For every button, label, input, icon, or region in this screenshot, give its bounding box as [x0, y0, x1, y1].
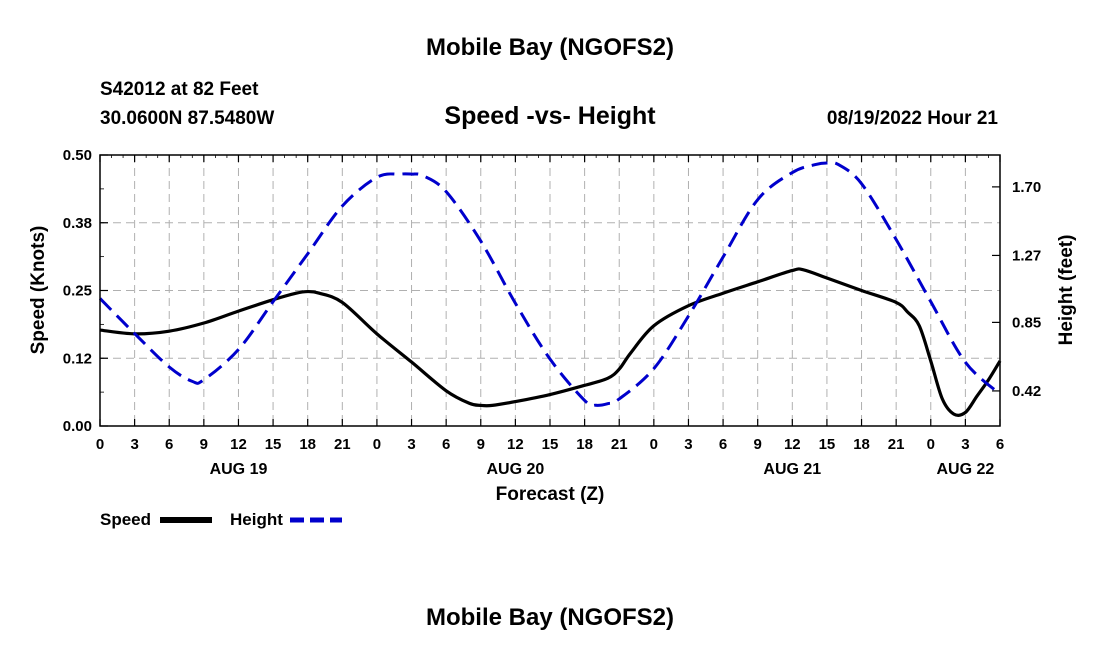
x-tick-label: 12: [784, 436, 801, 453]
grid-lines: [100, 155, 1000, 426]
x-tick-label: 18: [576, 436, 593, 453]
x-tick-label: 9: [200, 436, 208, 453]
x-tick-label: 9: [477, 436, 485, 453]
chart-subtitle: Speed -vs- Height: [444, 102, 656, 130]
footer-title: Mobile Bay (NGOFS2): [426, 604, 674, 631]
y-tick-label: 0.38: [63, 215, 92, 232]
x-tick-label: 0: [927, 436, 935, 453]
legend: Speed Height: [100, 510, 342, 529]
series-line-height: [98, 160, 1002, 408]
legend-height-label: Height: [230, 510, 283, 529]
y2-tick-label: 0.42: [1012, 383, 1041, 400]
x-tick-label: 3: [130, 436, 138, 453]
x-date-label: AUG 22: [936, 461, 994, 478]
y-tick-label: 0.25: [63, 283, 92, 300]
tick-labels: 0 3 6 9 12 15 18 21 0 3 6 9 12 15 18 21 0 3 6 9 12 15 18 21 0 3 6A…: [63, 147, 1041, 478]
y2-tick-label: 1.70: [1012, 179, 1041, 196]
series-layer: [98, 160, 1002, 417]
x-tick-label: 0: [650, 436, 658, 453]
y-tick-label: 0.12: [63, 350, 92, 367]
y2-axis-label: Height (feet): [1056, 235, 1077, 346]
x-tick-label: 0: [96, 436, 104, 453]
x-tick-label: 0: [373, 436, 381, 453]
forecast-datetime: 08/19/2022 Hour 21: [827, 108, 999, 129]
x-tick-label: 6: [996, 436, 1004, 453]
x-tick-label: 3: [961, 436, 969, 453]
x-tick-label: 12: [230, 436, 247, 453]
x-date-label: AUG 21: [763, 461, 821, 478]
y2-tick-label: 1.27: [1012, 247, 1041, 264]
x-tick-label: 15: [542, 436, 559, 453]
y-tick-label: 0.00: [63, 418, 92, 435]
x-date-label: AUG 19: [210, 461, 268, 478]
x-tick-label: 18: [299, 436, 316, 453]
x-tick-label: 21: [334, 436, 351, 453]
x-axis-label: Forecast (Z): [496, 484, 605, 505]
chart-title: Mobile Bay (NGOFS2): [426, 34, 674, 61]
x-tick-label: 15: [819, 436, 836, 453]
x-tick-label: 9: [754, 436, 762, 453]
plot-frame: [99, 154, 1001, 427]
x-tick-label: 6: [719, 436, 727, 453]
x-tick-label: 3: [407, 436, 415, 453]
x-tick-label: 18: [853, 436, 870, 453]
x-tick-label: 21: [888, 436, 905, 453]
x-tick-label: 15: [265, 436, 282, 453]
x-date-label: AUG 20: [486, 461, 544, 478]
y2-tick-label: 0.85: [1012, 314, 1041, 331]
station-id-depth: S42012 at 82 Feet: [100, 79, 259, 100]
series-line-speed: [99, 267, 1002, 417]
station-coordinates: 30.0600N 87.5480W: [100, 108, 274, 129]
x-tick-label: 12: [507, 436, 524, 453]
x-tick-label: 6: [165, 436, 173, 453]
x-tick-label: 21: [611, 436, 628, 453]
x-tick-label: 3: [684, 436, 692, 453]
y-tick-label: 0.50: [63, 147, 92, 164]
legend-speed-label: Speed: [100, 510, 151, 529]
y-axis-label: Speed (Knots): [28, 226, 49, 355]
x-tick-label: 6: [442, 436, 450, 453]
